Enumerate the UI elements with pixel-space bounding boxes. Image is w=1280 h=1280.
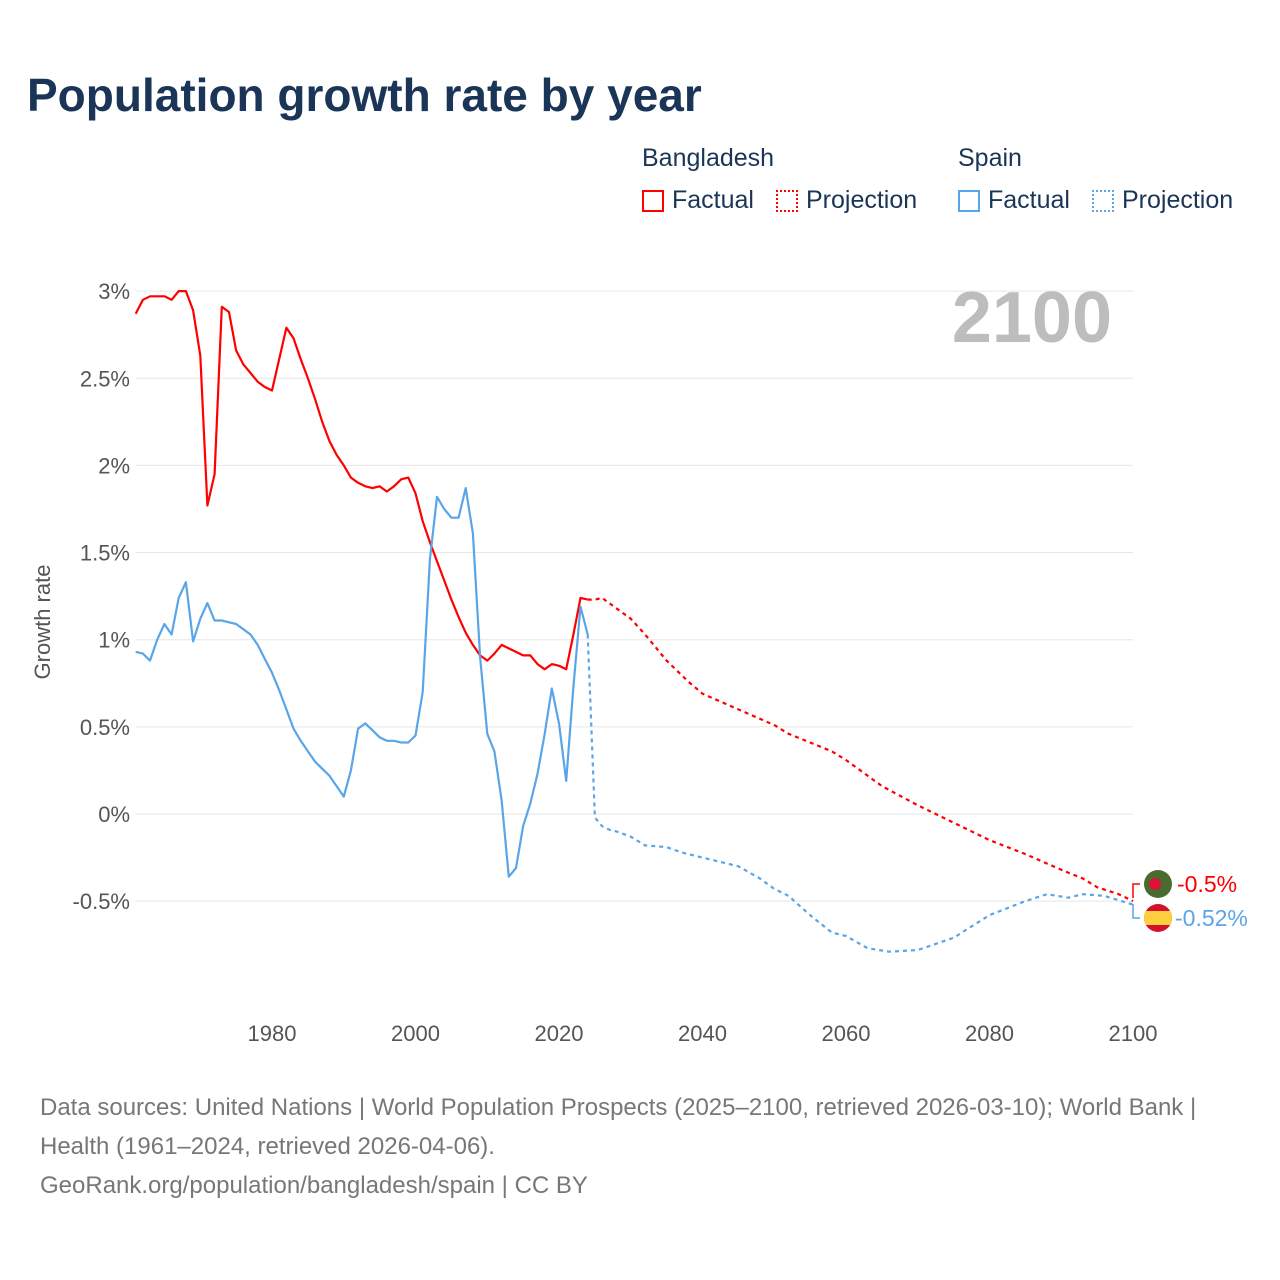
series-line-spain-factual [135,487,589,878]
spain-end-value: -0.52% [1175,905,1248,931]
y-tick-label: -0.5% [73,889,130,914]
y-tick-label: 1.5% [80,541,130,566]
x-tick-label: 2000 [391,1021,440,1046]
y-tick-label: 0.5% [80,715,130,740]
x-tick-label: 2100 [1109,1021,1158,1046]
chart-title: Population growth rate by year [27,69,702,121]
legend-bangladesh-factual[interactable]: Factual [642,186,754,215]
x-tick-label: 1980 [248,1021,297,1046]
footer: Data sources: United Nations | World Pop… [40,1088,1240,1205]
legend-label: Projection [806,186,918,214]
series-line-bangladesh-factual [134,290,588,671]
bangladesh-flag-icon [1144,870,1172,898]
y-tick-label: 1% [98,628,130,653]
x-tick-label: 2040 [678,1021,727,1046]
year-display: 2100 [952,278,1112,358]
legend-label: Factual [988,186,1070,214]
data-sources: Data sources: United Nations | World Pop… [40,1094,1197,1160]
bangladesh-end-connector [1132,883,1140,898]
legend-swatch-dotted [1092,189,1114,212]
legend-label: Factual [672,186,754,214]
legend-swatch-solid [958,189,980,212]
legend-swatch-dotted [776,189,798,212]
series-line-bangladesh-projection [587,596,1134,903]
bangladesh-end-value: -0.5% [1177,871,1237,897]
legend-spain-factual[interactable]: Factual [958,186,1070,215]
spain-end-connector [1132,904,1140,919]
x-tick-label: 2080 [965,1021,1014,1046]
credit-link[interactable]: GeoRank.org/population/bangladesh/spain … [40,1172,588,1199]
y-tick-label: 0% [98,802,130,827]
y-axis-label: Growth rate [30,565,55,680]
legend-group-spain: Spain [958,144,1022,172]
legend-bangladesh-projection[interactable]: Projection [776,186,917,215]
legend-swatch-solid [642,189,664,212]
y-tick-label: 2.5% [80,366,130,391]
series-line-spain-projection [586,634,1134,953]
legend-group-bangladesh: Bangladesh [642,144,775,172]
y-tick-label: 3% [98,279,130,304]
legend-label: Projection [1122,186,1234,214]
y-tick-label: 2% [98,453,130,478]
x-tick-label: 2060 [822,1021,871,1046]
spain-flag-icon [1144,904,1172,932]
x-tick-label: 2020 [535,1021,584,1046]
legend-spain-projection[interactable]: Projection [1092,186,1233,215]
